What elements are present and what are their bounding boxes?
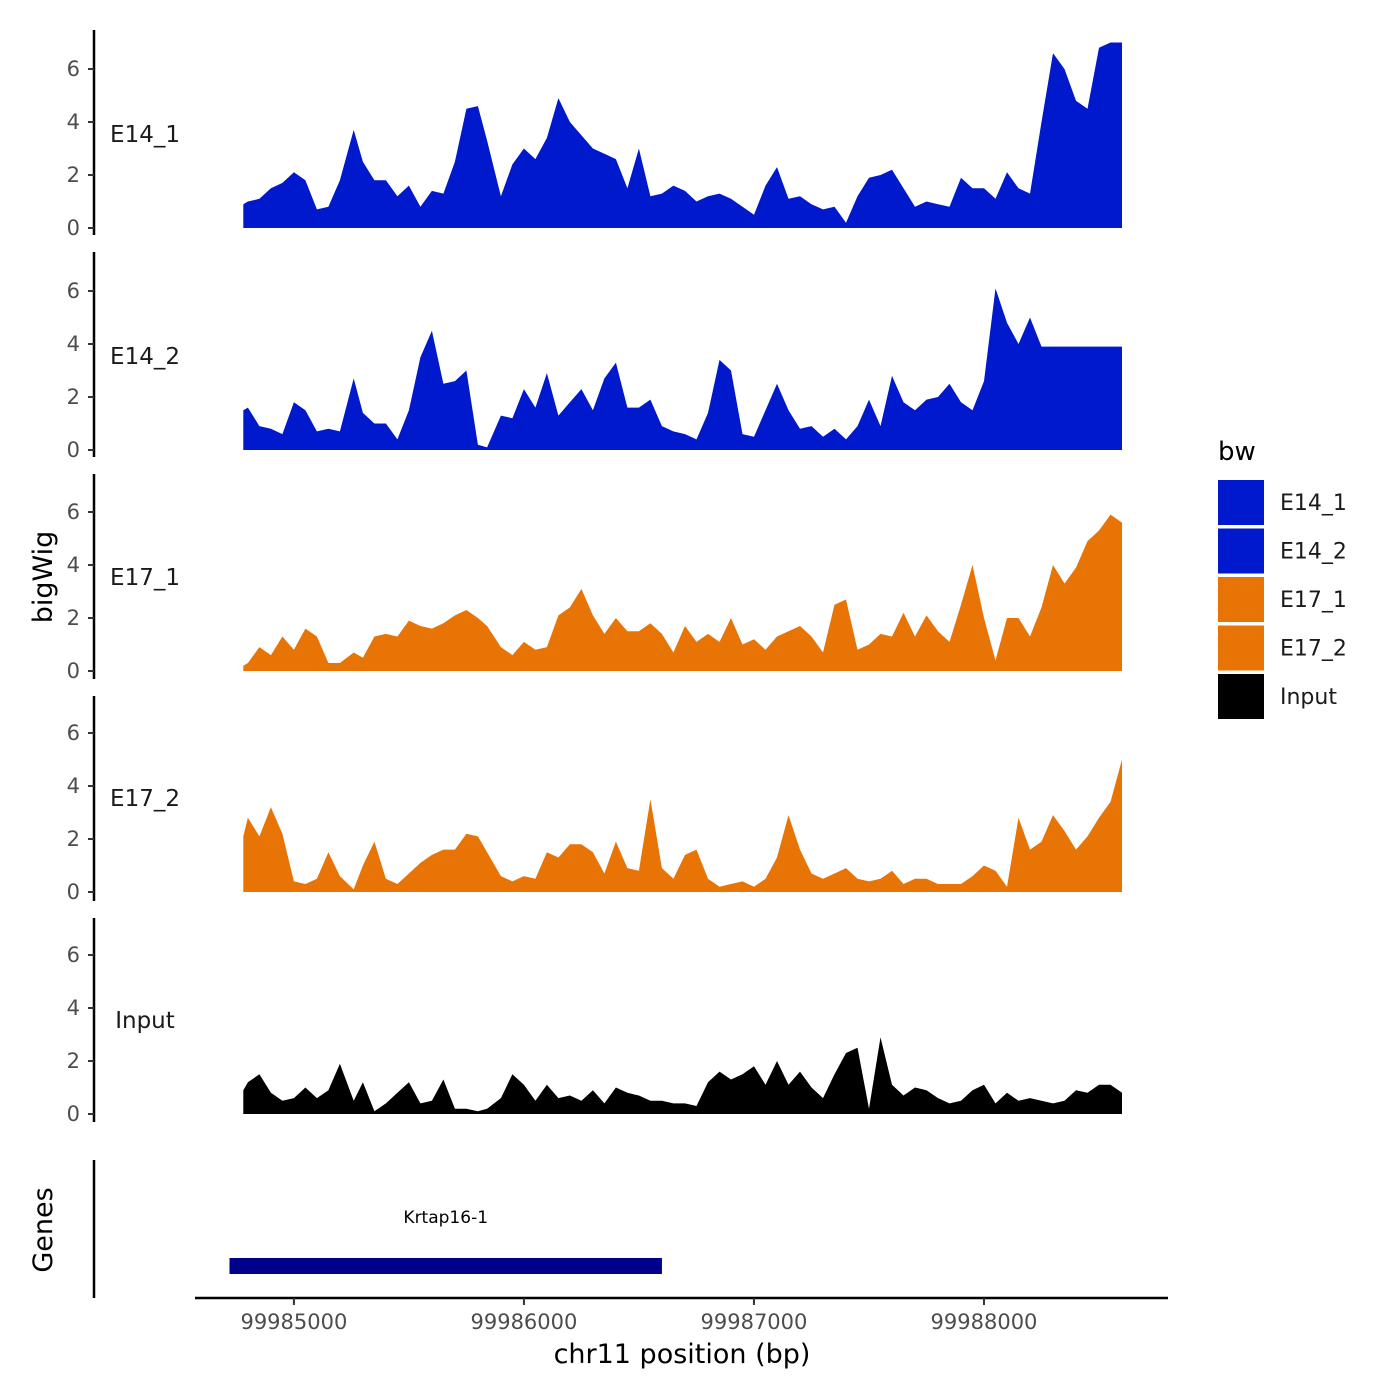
track-e17-2: 0 2 4 6 E17_2: [67, 696, 1123, 904]
legend-title: bw: [1218, 437, 1256, 467]
track-e14-2: 0 2 4 6 E14_2: [67, 252, 1123, 462]
track-e14-1: 0 2 4 6 E14_1: [67, 30, 1123, 240]
y-tick-label: 6: [67, 943, 80, 967]
x-tick-label: 99987000: [701, 1310, 808, 1334]
y-tick-label: 4: [67, 332, 80, 356]
coverage-area-e17-2: [243, 759, 1123, 892]
y-tick-label: 2: [67, 827, 80, 851]
y-axis-title: bigWig: [28, 531, 59, 624]
y-tick-label: 0: [67, 438, 80, 462]
y-tick-label: 0: [67, 659, 80, 683]
legend: bw E14_1 E14_2 E17_1 E17_2 Input: [1218, 437, 1347, 719]
y-tick-label: 6: [67, 57, 80, 81]
y-tick-label: 2: [67, 606, 80, 630]
legend-label: E17_2: [1280, 637, 1347, 662]
gene-label: Krtap16-1: [403, 1208, 488, 1228]
x-tick-label: 99986000: [470, 1310, 577, 1334]
legend-swatch: [1218, 480, 1264, 525]
track-label: Input: [115, 1008, 175, 1034]
x-axis-title: chr11 position (bp): [554, 1339, 811, 1370]
y-tick-label: 0: [67, 216, 80, 240]
y-tick-label: 2: [67, 385, 80, 409]
coverage-area-e17-1: [243, 514, 1123, 671]
coverage-area-e14-2: [243, 288, 1123, 450]
legend-swatch: [1218, 577, 1264, 622]
track-label: E17_2: [110, 786, 180, 812]
track-label: E17_1: [110, 565, 180, 591]
x-axis: 99985000 99986000 99987000 99988000: [195, 1296, 1168, 1334]
track-label: E14_2: [110, 344, 180, 370]
x-tick-label: 99985000: [240, 1310, 347, 1334]
y-tick-label: 2: [67, 163, 80, 187]
y-tick-label: 2: [67, 1049, 80, 1073]
coverage-area-e14-1: [243, 42, 1123, 228]
x-tick-label: 99988000: [931, 1310, 1038, 1334]
legend-label: E14_1: [1280, 491, 1347, 516]
coverage-area-input: [243, 1037, 1123, 1114]
coverage-tracks: 0 2 4 6 E14_1 0 2 4 6 E14_2 0 2 4 6 E17_1 0 2 4 6 E17_2 0 2 4 6…: [67, 30, 1123, 1126]
legend-label: E14_2: [1280, 540, 1347, 565]
legend-label: Input: [1280, 685, 1337, 710]
y-tick-label: 4: [67, 996, 80, 1020]
genes-axis-title: Genes: [28, 1187, 59, 1272]
y-tick-label: 4: [67, 774, 80, 798]
y-tick-label: 0: [67, 1102, 80, 1126]
legend-swatch: [1218, 528, 1264, 574]
gene-panel: Krtap16-1: [92, 1160, 662, 1298]
track-input: 0 2 4 6 Input: [67, 918, 1123, 1126]
y-tick-label: 4: [67, 110, 80, 134]
track-label: E14_1: [110, 122, 180, 148]
y-tick-label: 6: [67, 500, 80, 524]
gene-bar: [229, 1258, 662, 1274]
y-tick-label: 6: [67, 721, 80, 745]
legend-label: E17_1: [1280, 588, 1347, 613]
y-tick-label: 4: [67, 553, 80, 577]
y-tick-label: 0: [67, 880, 80, 904]
track-e17-1: 0 2 4 6 E17_1: [67, 474, 1123, 683]
legend-swatch: [1218, 625, 1264, 671]
legend-swatch: [1218, 674, 1264, 719]
y-tick-label: 6: [67, 279, 80, 303]
